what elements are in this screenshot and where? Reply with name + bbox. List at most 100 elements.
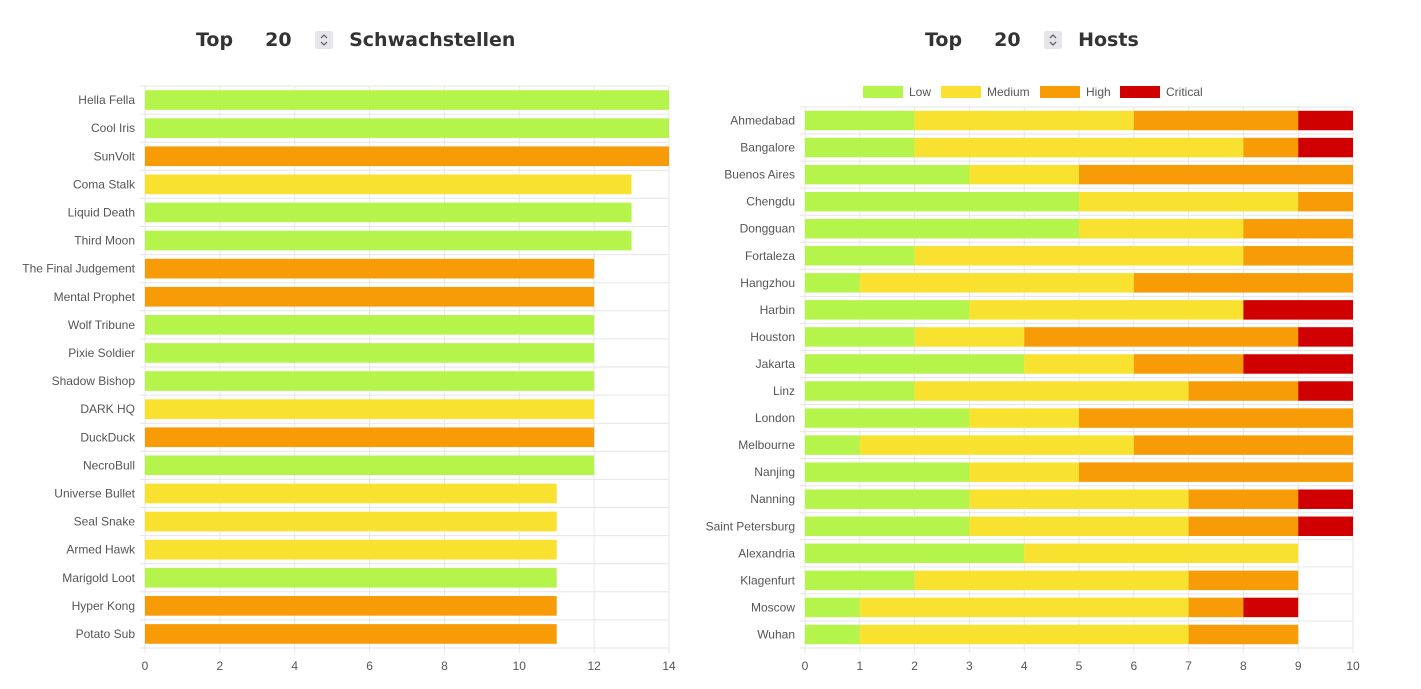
category-label: Marigold Loot bbox=[62, 571, 135, 585]
bar-segment-low bbox=[805, 273, 860, 293]
bar-segment-low bbox=[805, 246, 915, 266]
bar-segment-medium bbox=[914, 381, 1189, 401]
category-label: Wolf Tribune bbox=[68, 318, 135, 332]
bar-segment-low bbox=[805, 624, 860, 645]
category-label: Buenos Aires bbox=[724, 168, 795, 182]
legend-swatch bbox=[1040, 86, 1080, 98]
category-label: Hangzhou bbox=[740, 276, 795, 290]
bar-segment-medium bbox=[969, 300, 1244, 320]
category-label: Potato Sub bbox=[76, 627, 136, 641]
bar bbox=[145, 146, 669, 167]
bar-segment-low bbox=[805, 543, 1025, 564]
bar-segment-low bbox=[805, 191, 1079, 212]
category-label: Nanjing bbox=[754, 465, 795, 479]
top-count-input[interactable] bbox=[994, 29, 1045, 51]
bar bbox=[145, 427, 595, 448]
bar-segment-high bbox=[1133, 110, 1299, 131]
bar-segment-high bbox=[1298, 191, 1353, 212]
category-label: Melbourne bbox=[738, 438, 795, 452]
bar-segment-critical bbox=[1298, 110, 1353, 131]
bar bbox=[145, 258, 595, 279]
bar-segment-critical bbox=[1243, 354, 1353, 374]
category-label: SunVolt bbox=[94, 149, 136, 163]
category-label: Houston bbox=[750, 330, 795, 344]
x-tick-label: 8 bbox=[441, 659, 448, 673]
bar-segment-medium bbox=[1024, 354, 1134, 374]
bar-segment-low bbox=[805, 489, 970, 509]
bar-segment-medium bbox=[859, 624, 1189, 645]
bar bbox=[145, 202, 632, 223]
bar bbox=[145, 567, 557, 588]
bar-segment-high bbox=[1188, 489, 1299, 509]
panel-title: Hosts bbox=[1078, 29, 1139, 51]
bar-segment-high bbox=[1079, 164, 1353, 185]
category-label: Linz bbox=[773, 384, 795, 398]
x-tick-label: 9 bbox=[1295, 659, 1302, 673]
top-count-input[interactable] bbox=[265, 29, 316, 51]
bar-segment-low bbox=[805, 408, 970, 428]
legend-swatch bbox=[1120, 86, 1160, 98]
bar-segment-medium bbox=[914, 327, 1025, 347]
bar-segment-medium bbox=[969, 516, 1189, 537]
top-count-stepper[interactable] bbox=[1044, 31, 1063, 49]
bar-segment-high bbox=[1188, 516, 1299, 537]
bar-segment-critical bbox=[1298, 516, 1353, 537]
bar-segment-medium bbox=[859, 597, 1189, 618]
bar bbox=[145, 286, 595, 307]
x-tick-label: 8 bbox=[1240, 659, 1247, 673]
bar-segment-high bbox=[1188, 597, 1244, 618]
category-label: Alexandria bbox=[738, 546, 795, 560]
legend-swatch bbox=[863, 86, 903, 98]
bar bbox=[145, 483, 557, 504]
bar-segment-high bbox=[1133, 273, 1353, 293]
bar-segment-medium bbox=[914, 570, 1189, 591]
bar-segment-high bbox=[1133, 354, 1244, 374]
legend-label: Critical bbox=[1166, 85, 1203, 99]
hosts-header: Top Hosts bbox=[925, 26, 1139, 54]
category-label: Seal Snake bbox=[74, 515, 136, 529]
bar bbox=[145, 455, 595, 476]
x-tick-label: 1 bbox=[856, 659, 863, 673]
bar-segment-medium bbox=[1024, 543, 1299, 564]
x-tick-label: 0 bbox=[142, 659, 149, 673]
category-label: Dongguan bbox=[740, 222, 795, 236]
x-tick-label: 10 bbox=[1346, 659, 1360, 673]
category-label: Nanning bbox=[750, 492, 795, 506]
top-count-stepper[interactable] bbox=[315, 31, 334, 49]
x-tick-label: 6 bbox=[366, 659, 373, 673]
bar-segment-low bbox=[805, 516, 970, 537]
bar bbox=[145, 539, 557, 560]
chevron-up-down-icon bbox=[320, 34, 328, 46]
category-label: London bbox=[755, 411, 795, 425]
x-tick-label: 2 bbox=[911, 659, 918, 673]
category-label: Third Moon bbox=[74, 234, 135, 248]
category-label: Mental Prophet bbox=[54, 290, 136, 304]
bar-segment-high bbox=[1188, 624, 1299, 645]
category-label: Hella Fella bbox=[78, 93, 135, 107]
x-tick-label: 14 bbox=[662, 659, 676, 673]
bar-segment-critical bbox=[1243, 300, 1353, 320]
bar-segment-medium bbox=[969, 462, 1079, 482]
bar-segment-low bbox=[805, 218, 1079, 239]
bar-segment-critical bbox=[1298, 381, 1353, 401]
top-label: Top bbox=[196, 29, 234, 51]
bar-segment-high bbox=[1133, 435, 1353, 455]
bar bbox=[145, 371, 595, 391]
x-tick-label: 6 bbox=[1130, 659, 1137, 673]
hosts-stacked-bar-chart: Low Medium High Critical 0 1 2 3 4 5 6 7 8 9 10 Ahmedab… bbox=[706, 85, 1360, 673]
bar-segment-high bbox=[1024, 327, 1299, 347]
bar-segment-medium bbox=[969, 489, 1189, 509]
bar-segment-medium bbox=[859, 273, 1134, 293]
x-tick-label: 12 bbox=[587, 659, 601, 673]
bar-segment-medium bbox=[969, 164, 1079, 185]
bar-segment-medium bbox=[914, 137, 1244, 158]
bar-segment-high bbox=[1188, 381, 1299, 401]
bar-segment-high bbox=[1079, 462, 1353, 482]
bar bbox=[145, 596, 557, 616]
x-tick-label: 3 bbox=[966, 659, 973, 673]
bar-segment-low bbox=[805, 435, 860, 455]
category-label: Pixie Soldier bbox=[68, 346, 135, 360]
bar-segment-medium bbox=[914, 246, 1244, 266]
bar-segment-medium bbox=[1079, 218, 1244, 239]
x-tick-label: 7 bbox=[1185, 659, 1192, 673]
